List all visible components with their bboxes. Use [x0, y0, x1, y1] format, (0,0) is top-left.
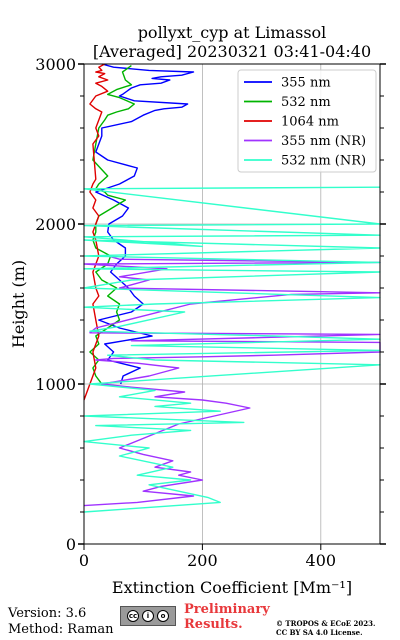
legend: 355 nm 532 nm 1064 nm 355 nm (NR) 532 nm (NR… — [237, 69, 377, 173]
legend-label-3: 1064 nm — [281, 115, 339, 130]
cc-icon: cc — [127, 610, 139, 622]
y-tick-label: 3000 — [35, 55, 76, 74]
cc-by-sa-badge: cc i o — [120, 606, 176, 626]
y-tick-label: 0 — [66, 535, 76, 554]
series-line-3 — [83, 63, 109, 401]
series-layer — [83, 63, 381, 513]
y-tick-label: 2000 — [35, 215, 76, 234]
x-tick-label: 200 — [187, 551, 218, 570]
series-line-5 — [83, 186, 381, 513]
y-axis-label: Height (m) — [9, 260, 28, 348]
chart-subtitle: [Averaged] 20230321 03:41-04:40 — [93, 42, 371, 61]
y-tick-label: 1000 — [35, 375, 76, 394]
sa-icon: o — [157, 610, 169, 622]
legend-label-5: 532 nm (NR) — [281, 154, 366, 169]
series-line-4 — [83, 255, 381, 507]
x-tick-label: 0 — [79, 551, 89, 570]
preliminary-results-note: Preliminary Results. — [184, 602, 270, 632]
version-method-text: Version: 3.6 Method: Raman — [8, 606, 114, 637]
by-icon: i — [142, 610, 154, 622]
x-axis-label: Extinction Coefficient [Mm⁻¹] — [112, 578, 352, 597]
legend-box — [237, 69, 377, 173]
axis-ticks: 0 200 400 0 1000 2000 3000 — [35, 55, 386, 570]
legend-label-4: 355 nm (NR) — [281, 134, 366, 149]
copyright-note: © TROPOS & ECoE 2023. CC BY SA 4.0 Licen… — [276, 619, 376, 637]
x-tick-label: 400 — [306, 551, 337, 570]
plot-frame — [83, 63, 381, 545]
legend-label-1: 355 nm — [281, 76, 331, 91]
series-line-1 — [95, 63, 195, 385]
chart-title: pollyxt_cyp at Limassol — [138, 23, 327, 42]
legend-label-2: 532 nm — [281, 95, 331, 110]
